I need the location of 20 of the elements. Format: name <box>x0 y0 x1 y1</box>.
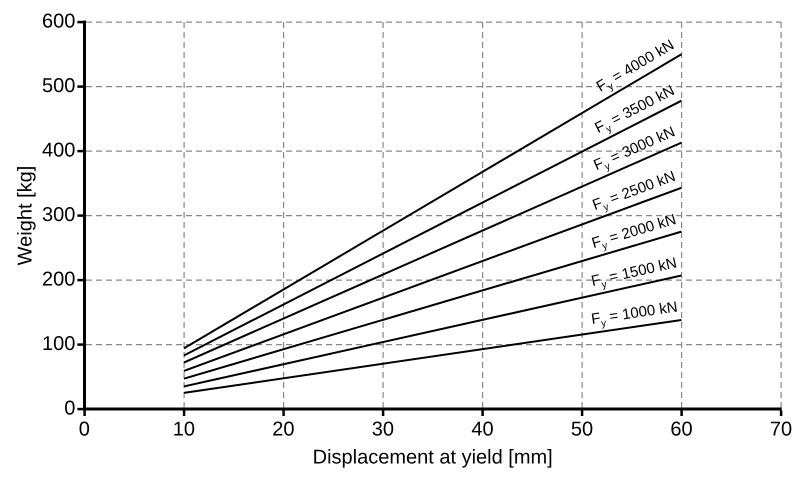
y-tick-label: 300 <box>42 204 76 226</box>
y-tick-label: 500 <box>42 75 76 98</box>
y-tick-label: 600 <box>42 10 76 33</box>
x-tick-label: 60 <box>670 418 693 441</box>
x-tick-label: 30 <box>372 418 394 441</box>
x-axis-title: Displacement at yield [mm] <box>312 446 553 469</box>
y-tick-label: 0 <box>64 398 76 420</box>
y-axis-title: Weight [kg] <box>14 166 37 266</box>
y-tick-label: 200 <box>42 268 76 291</box>
text: Fy = 1000 kN <box>590 298 679 330</box>
x-tick-label: 70 <box>770 418 792 441</box>
x-tick-label: 0 <box>78 418 90 441</box>
x-tick-label: 10 <box>172 418 196 441</box>
y-tick-label: 400 <box>42 140 76 162</box>
x-tick-label: 50 <box>570 418 594 441</box>
text: Fy = 2000 kN <box>590 211 678 252</box>
y-tick-label: 100 <box>42 333 76 356</box>
x-tick-label: 40 <box>471 418 494 441</box>
text: Fy = 1500 kN <box>590 254 678 291</box>
x-tick-label: 20 <box>272 418 295 441</box>
